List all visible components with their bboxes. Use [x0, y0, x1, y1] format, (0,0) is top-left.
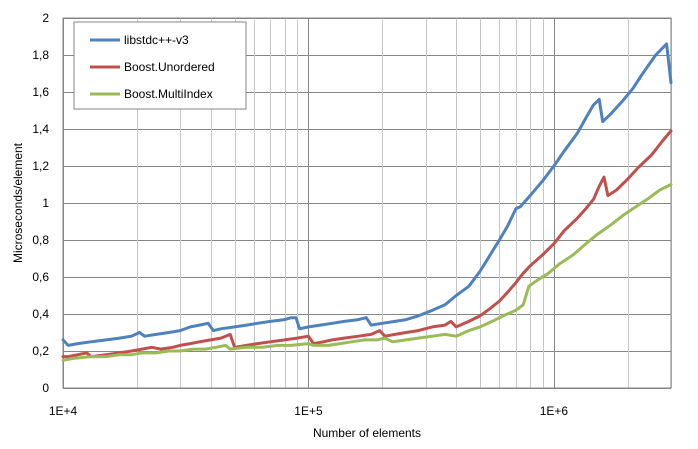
x-tick-label-1: 1E+5 [294, 404, 323, 418]
series-line-libstdc-v3 [61, 42, 673, 347]
y-tick-label-0: 0 [42, 381, 49, 395]
x-axis-tick-labels: 1E+4 1E+5 1E+6 [49, 404, 569, 418]
legend-label-boost-unordered: Boost.Unordered [124, 60, 215, 74]
y-tick-label-1: 0,2 [32, 344, 49, 358]
y-axis-title: Microseconds/element [11, 142, 25, 263]
y-tick-label-10: 2 [42, 11, 49, 25]
series-line-boost-multiindex [61, 183, 673, 362]
y-tick-label-7: 1,4 [32, 122, 49, 136]
y-axis-tick-labels: 0 0,2 0,4 0,6 0,8 1 1,2 1,4 1,6 1,8 2 [32, 11, 49, 395]
legend-label-libstdc: libstdc++-v3 [124, 33, 189, 47]
y-tick-label-2: 0,4 [32, 307, 49, 321]
x-axis-title: Number of elements [313, 426, 421, 440]
plot-area-border [62, 17, 672, 389]
y-tick-label-4: 0,8 [32, 233, 49, 247]
y-tick-label-6: 1,2 [32, 159, 49, 173]
y-tick-label-8: 1,6 [32, 85, 49, 99]
series-lines [61, 42, 673, 362]
x-tick-label-0: 1E+4 [49, 404, 78, 418]
y-tick-label-3: 0,6 [32, 270, 49, 284]
x-tick-label-2: 1E+6 [540, 404, 569, 418]
y-tick-label-5: 1 [42, 196, 49, 210]
series-line-boost-unordered [61, 129, 673, 359]
legend-label-boost-multiindex: Boost.MultiIndex [124, 87, 213, 101]
legend: libstdc++-v3 Boost.Unordered Boost.Multi… [73, 21, 247, 110]
y-tick-label-9: 1,8 [32, 48, 49, 62]
